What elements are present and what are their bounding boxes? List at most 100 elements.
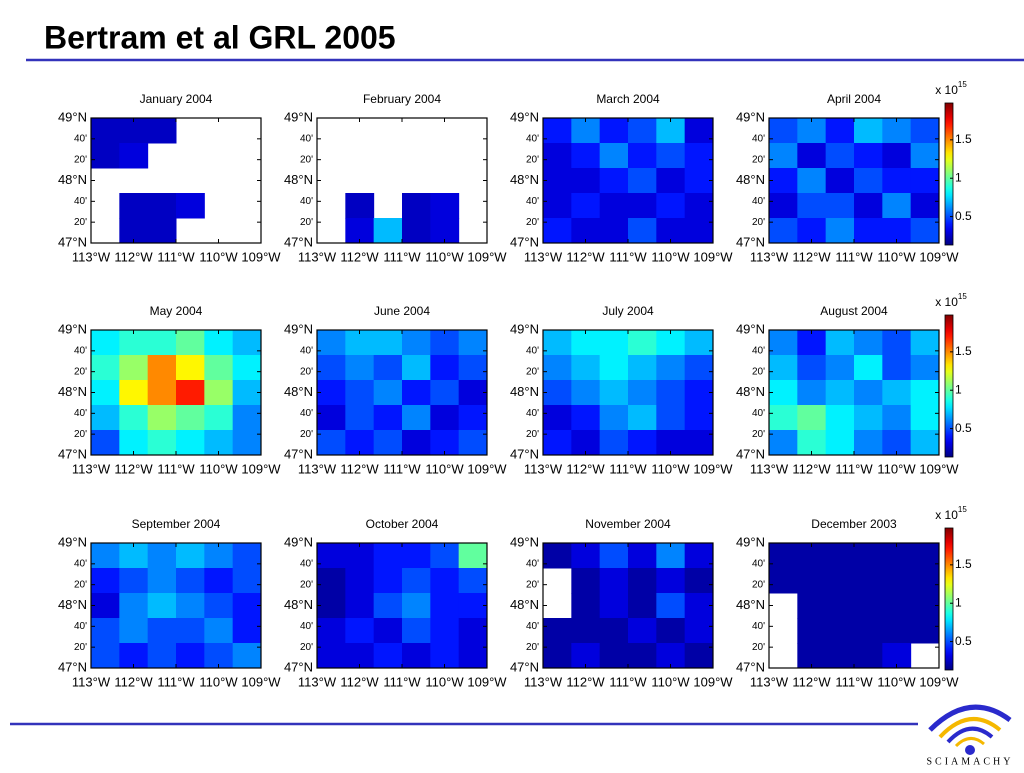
cell: [91, 118, 120, 144]
panel-title: December 2003: [811, 517, 897, 531]
cell: [176, 193, 205, 219]
lat-label: 40': [74, 133, 87, 144]
cell: [119, 330, 149, 356]
lon-label: 111°W: [835, 249, 873, 264]
lat-label: 40': [74, 558, 87, 569]
lat-label: 40': [526, 621, 539, 632]
cell: [910, 405, 940, 431]
cell: [854, 380, 883, 406]
lat-label: 20': [300, 642, 313, 653]
lat-label: 49°N: [58, 534, 87, 549]
cell: [769, 430, 798, 456]
cell: [91, 143, 120, 169]
lat-label: 20': [300, 366, 313, 377]
lat-label: 40': [752, 558, 765, 569]
lon-label: 112°W: [114, 674, 153, 689]
cell: [232, 568, 262, 594]
cell: [176, 543, 205, 569]
cell: [91, 618, 120, 644]
cell: [458, 643, 488, 669]
cell: [628, 568, 657, 594]
cell: [373, 568, 403, 594]
lat-label: 40': [752, 196, 765, 207]
lat-label: 47°N: [284, 446, 313, 461]
colorbar-tick-label: 1.5: [955, 344, 972, 358]
lat-label: 40': [300, 196, 313, 207]
lat-label: 20': [526, 579, 539, 590]
cell: [345, 618, 375, 644]
cell: [910, 168, 940, 194]
cell: [402, 405, 431, 431]
panel-title: June 2004: [374, 304, 430, 318]
lat-label: 47°N: [58, 446, 87, 461]
lat-label: 48°N: [736, 172, 765, 187]
panel-title: November 2004: [585, 517, 671, 531]
cell: [769, 218, 798, 244]
cell: [628, 430, 657, 456]
lat-label: 40': [526, 558, 539, 569]
cell: [345, 593, 375, 619]
cell: [317, 405, 346, 431]
lat-label: 20': [74, 642, 87, 653]
panel-title: August 2004: [820, 304, 888, 318]
cell: [797, 143, 827, 169]
lat-label: 49°N: [284, 109, 313, 124]
cell: [656, 143, 686, 169]
lat-label: 20': [74, 366, 87, 377]
cell: [628, 405, 657, 431]
lon-label: 111°W: [383, 249, 421, 264]
cell: [825, 618, 855, 644]
lat-label: 20': [752, 579, 765, 590]
cell: [176, 380, 205, 406]
lon-label: 109°W: [919, 249, 959, 264]
lon-label: 110°W: [199, 461, 238, 476]
cell: [656, 593, 686, 619]
panel-title: May 2004: [150, 304, 203, 318]
cell: [684, 543, 714, 569]
cell: [769, 568, 798, 594]
colorbar-label: x 1015: [935, 80, 967, 97]
cell: [317, 355, 346, 381]
cell: [91, 568, 120, 594]
lat-label: 20': [300, 154, 313, 165]
lat-label: 40': [300, 133, 313, 144]
cell: [430, 380, 460, 406]
cell: [373, 330, 403, 356]
cell: [430, 193, 460, 219]
lon-label: 112°W: [114, 461, 153, 476]
lat-label: 49°N: [510, 109, 539, 124]
cell: [345, 355, 375, 381]
cell: [345, 330, 375, 356]
logo-text: SCIAMACHY: [926, 756, 1013, 767]
lon-label: 112°W: [340, 249, 379, 264]
cell: [910, 568, 940, 594]
cell: [684, 355, 714, 381]
lat-label: 47°N: [736, 659, 765, 674]
cell: [854, 568, 883, 594]
cell: [430, 618, 460, 644]
cell: [345, 568, 375, 594]
lat-label: 49°N: [736, 109, 765, 124]
cell: [769, 330, 798, 356]
cell: [825, 193, 855, 219]
cell: [176, 568, 205, 594]
cell: [684, 168, 714, 194]
lat-label: 40': [74, 408, 87, 419]
lat-label: 40': [752, 621, 765, 632]
cell: [628, 118, 657, 144]
cell: [599, 330, 629, 356]
colorbar-exponent: 15: [958, 505, 967, 514]
cell: [373, 218, 403, 244]
lat-label: 40': [526, 408, 539, 419]
cell: [769, 543, 798, 569]
cell: [91, 430, 120, 456]
lat-label: 20': [74, 154, 87, 165]
cell: [797, 380, 827, 406]
lon-label: 109°W: [919, 461, 959, 476]
cell: [656, 618, 686, 644]
cell: [571, 168, 601, 194]
lat-label: 40': [300, 621, 313, 632]
cell: [599, 380, 629, 406]
lon-label: 112°W: [792, 249, 831, 264]
